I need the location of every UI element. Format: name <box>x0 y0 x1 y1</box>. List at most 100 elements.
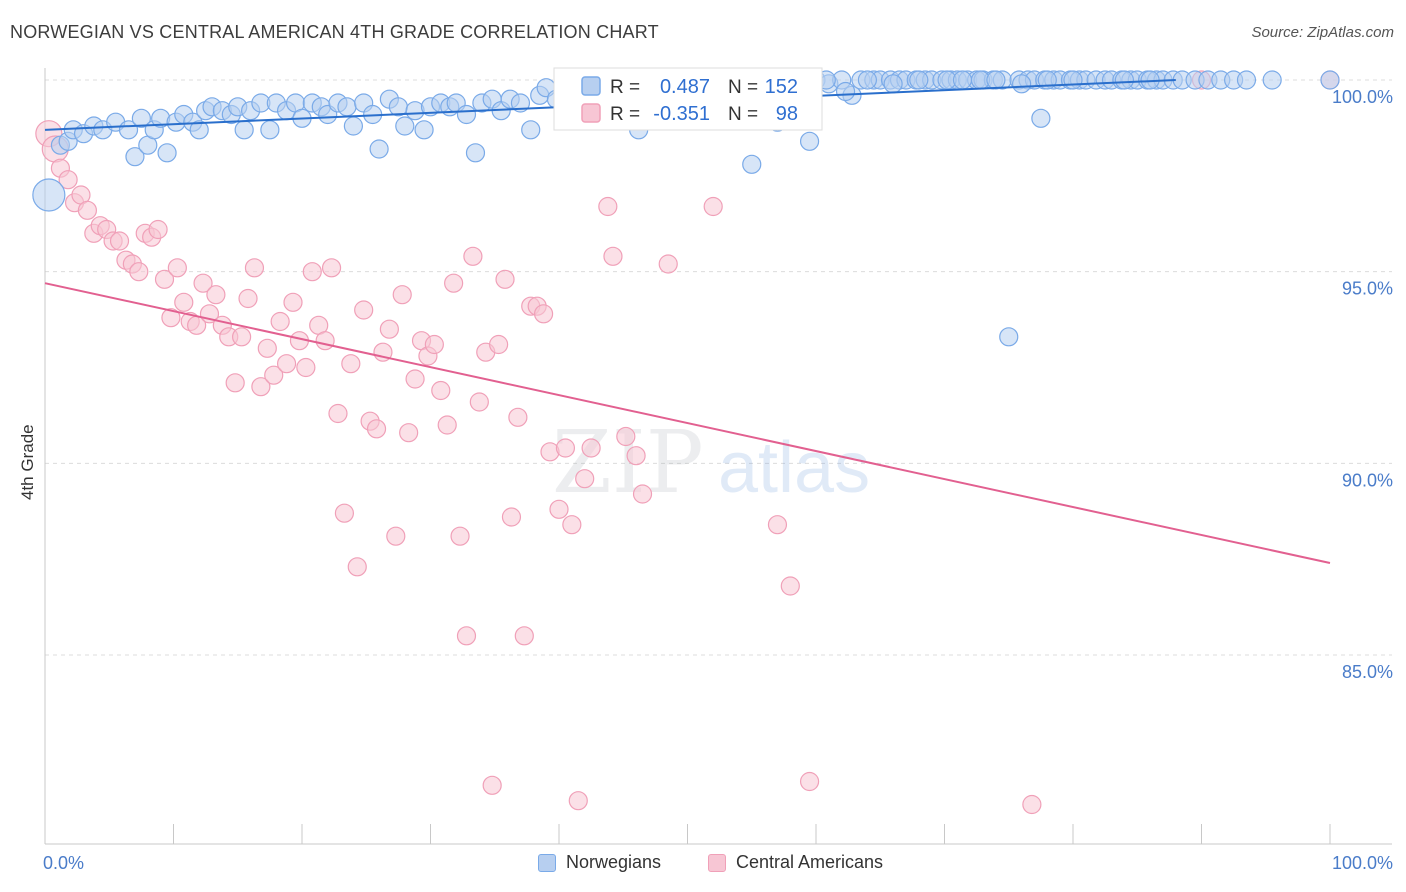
data-point-norwegians <box>835 81 856 102</box>
data-point-central-americans <box>276 354 297 374</box>
legend-top-r-value-central-americans: -0.351 <box>653 103 710 125</box>
data-point-central-americans <box>482 775 502 795</box>
series-central-americans <box>35 70 1340 815</box>
data-point-norwegians <box>234 120 254 140</box>
chart-title: NORWEGIAN VS CENTRAL AMERICAN 4TH GRADE … <box>10 22 659 42</box>
data-point-central-americans <box>626 446 646 466</box>
data-point-norwegians <box>999 327 1019 347</box>
watermark-atlas: atlas <box>718 428 870 508</box>
legend-top-swatch-norwegians <box>581 76 601 96</box>
legend-bottom: Norwegians Central Americans <box>0 852 1406 880</box>
data-point-central-americans <box>251 377 271 397</box>
data-point-central-americans <box>616 426 636 447</box>
data-point-norwegians <box>131 108 151 128</box>
data-point-central-americans <box>109 231 130 251</box>
data-point-central-americans <box>328 403 348 424</box>
data-point-central-americans <box>431 380 451 401</box>
y-tick-label: 95.0% <box>1342 279 1393 299</box>
data-point-central-americans <box>58 170 78 190</box>
data-point-norwegians <box>521 120 541 140</box>
data-point-norwegians <box>1011 74 1032 94</box>
tick-labels: 100.0% 95.0% 90.0% 85.0% 0.0% 100.0% <box>43 87 1393 873</box>
legend-top-swatch-central-americans <box>581 103 601 123</box>
data-point-central-americans <box>386 526 406 546</box>
legend-swatch-central-americans <box>708 853 726 872</box>
data-point-central-americans <box>206 285 226 305</box>
legend-top-n-label: N = <box>728 77 758 98</box>
data-point-central-americans <box>315 331 335 351</box>
data-point-central-americans <box>450 526 470 546</box>
data-point-central-americans <box>799 771 820 792</box>
data-point-norwegians <box>1114 70 1135 90</box>
data-point-central-americans <box>463 246 483 266</box>
data-point-central-americans <box>424 334 444 355</box>
data-point-central-americans <box>244 258 265 278</box>
data-point-central-americans <box>603 246 623 266</box>
data-point-norwegians <box>799 131 820 151</box>
data-point-central-americans <box>549 499 569 519</box>
data-point-central-americans <box>598 196 618 217</box>
y-tick-label: 85.0% <box>1342 662 1393 682</box>
legend-top-n-value-central-americans: 98 <box>776 103 798 125</box>
data-point-norwegians <box>1063 70 1083 90</box>
data-point-central-americans <box>334 503 355 523</box>
data-point-central-americans <box>238 288 258 309</box>
data-point-norwegians <box>986 70 1006 90</box>
trend-line-central-americans <box>44 282 1331 564</box>
data-point-central-americans <box>264 365 284 385</box>
data-point-central-americans <box>568 791 588 811</box>
data-point-central-americans <box>321 258 342 278</box>
data-point-central-americans <box>296 357 316 378</box>
data-point-central-americans <box>167 258 187 278</box>
data-point-central-americans <box>703 196 723 217</box>
y-tick-label: 90.0% <box>1342 470 1393 490</box>
data-point-central-americans <box>354 300 374 320</box>
data-point-norwegians <box>260 120 280 140</box>
data-point-central-americans <box>161 308 181 328</box>
data-point-norwegians <box>369 139 389 159</box>
data-point-central-americans <box>444 273 464 293</box>
data-point-central-americans <box>399 423 419 443</box>
data-point-norwegians <box>465 143 486 163</box>
data-point-central-americans <box>508 407 528 427</box>
data-point-norwegians <box>1236 70 1257 90</box>
data-point-central-americans <box>456 626 477 646</box>
grid-lines <box>45 79 1392 656</box>
data-point-central-americans <box>533 304 554 324</box>
legend-top-n-label: N = <box>728 104 758 125</box>
data-point-central-americans <box>562 515 582 535</box>
data-point-central-americans <box>780 576 800 596</box>
data-point-central-americans <box>77 200 98 220</box>
data-point-central-americans <box>129 262 149 282</box>
data-point-central-americans <box>225 373 245 393</box>
data-point-norwegians <box>125 147 145 167</box>
data-point-central-americans <box>379 319 399 339</box>
data-point-norwegians <box>189 120 209 140</box>
data-point-central-americans <box>658 254 678 274</box>
data-point-central-americans <box>366 419 387 439</box>
data-point-central-americans <box>174 292 194 312</box>
data-point-norwegians <box>343 116 363 136</box>
legend-item-norwegians[interactable]: Norwegians <box>538 852 661 873</box>
data-point-central-americans <box>469 392 489 412</box>
data-point-central-americans <box>392 285 412 305</box>
data-point-norwegians <box>909 70 929 90</box>
data-point-central-americans <box>302 262 322 282</box>
legend-top: R = 0.487 N = 152 R = -0.351 N = 98 <box>553 67 823 131</box>
data-point-central-americans <box>257 338 277 358</box>
data-point-norwegians <box>337 97 357 117</box>
data-point-central-americans <box>154 269 175 289</box>
legend-item-central-americans[interactable]: Central Americans <box>708 852 883 873</box>
data-point-norwegians <box>32 178 66 212</box>
data-point-norwegians <box>157 143 177 163</box>
data-point-central-americans <box>501 507 522 527</box>
data-point-central-americans <box>341 354 361 374</box>
data-point-central-americans <box>555 438 576 458</box>
data-point-norwegians <box>456 104 477 125</box>
legend-top-r-label: R = <box>610 104 640 125</box>
data-point-norwegians <box>395 116 415 136</box>
data-point-central-americans <box>495 269 515 289</box>
data-point-central-americans <box>1022 794 1042 815</box>
data-point-central-americans <box>514 626 534 646</box>
